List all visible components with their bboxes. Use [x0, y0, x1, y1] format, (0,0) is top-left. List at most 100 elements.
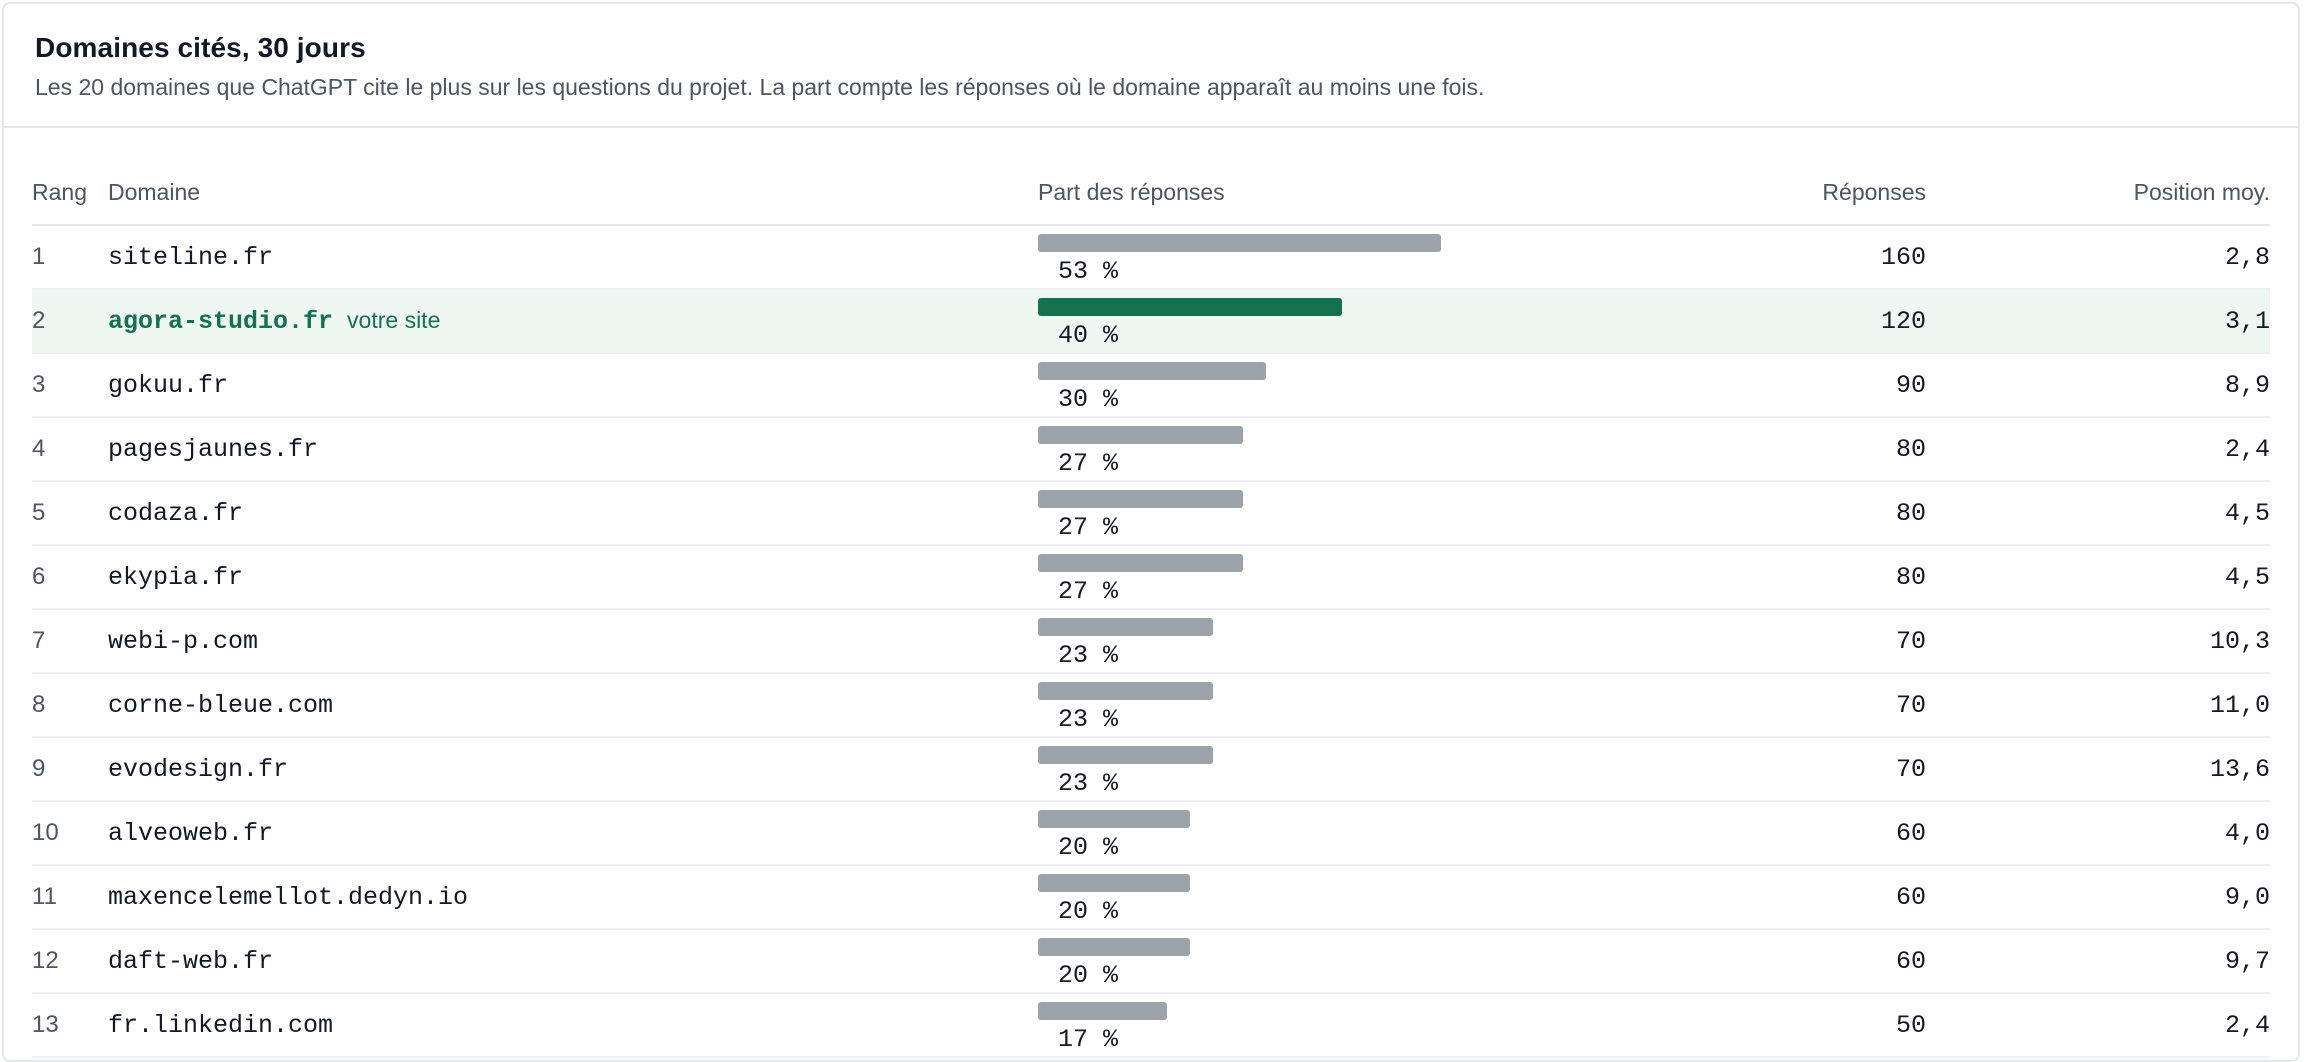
share-percent: 20 % [1058, 961, 1119, 991]
share-bar-track [1038, 425, 1478, 444]
position-cell: 2,4 [1926, 417, 2270, 482]
share-bar-track [1038, 553, 1478, 572]
share-cell: 40 % [1038, 289, 1558, 354]
share-percent: 27 % [1058, 449, 1119, 479]
domain-name[interactable]: pagesjaunes.fr [108, 434, 319, 464]
table-row[interactable]: 12 daft-web.fr 20 % 60 9,7 [32, 929, 2270, 994]
rank-cell: 4 [32, 417, 108, 482]
position-cell: 4,0 [1926, 801, 2270, 866]
domains-table-wrap: Rang Domaine Part des réponses Réponses … [32, 160, 2270, 1058]
share-percent: 20 % [1058, 833, 1119, 863]
rank-cell: 8 [32, 673, 108, 738]
table-row[interactable]: 3 gokuu.fr 30 % 90 8,9 [32, 353, 2270, 418]
column-header-share[interactable]: Part des réponses [1038, 160, 1558, 226]
share-bar [1038, 233, 1441, 252]
rank-cell: 9 [32, 737, 108, 802]
rank-cell: 13 [32, 993, 108, 1058]
share-bar [1038, 745, 1213, 764]
responses-cell: 160 [1558, 225, 1926, 290]
share-percent: 40 % [1058, 321, 1119, 351]
responses-cell: 70 [1558, 673, 1926, 738]
position-cell: 13,6 [1926, 737, 2270, 802]
share-percent: 30 % [1058, 385, 1119, 415]
share-percent: 27 % [1058, 577, 1119, 607]
responses-cell: 90 [1558, 353, 1926, 418]
share-bar [1038, 553, 1243, 572]
position-cell: 3,1 [1926, 289, 2270, 354]
share-bar [1038, 681, 1213, 700]
domain-cell: pagesjaunes.fr [108, 417, 1038, 482]
share-bar-track [1038, 809, 1478, 828]
share-bar-track [1038, 873, 1478, 892]
table-row[interactable]: 1 siteline.fr 53 % 160 2,8 [32, 225, 2270, 290]
table-row[interactable]: 11 maxencelemellot.dedyn.io 20 % 60 9,0 [32, 865, 2270, 930]
domain-cell: webi-p.com [108, 609, 1038, 674]
share-bar-track [1038, 617, 1478, 636]
position-cell: 10,3 [1926, 609, 2270, 674]
responses-cell: 60 [1558, 929, 1926, 994]
rank-cell: 12 [32, 929, 108, 994]
domain-name[interactable]: alveoweb.fr [108, 818, 274, 848]
share-bar [1038, 1001, 1167, 1020]
table-row[interactable]: 10 alveoweb.fr 20 % 60 4,0 [32, 801, 2270, 866]
domain-name[interactable]: fr.linkedin.com [108, 1010, 334, 1040]
card-title: Domaines cités, 30 jours [35, 32, 366, 63]
column-header-domain[interactable]: Domaine [108, 160, 1038, 226]
domain-name[interactable]: siteline.fr [108, 242, 274, 272]
table-row[interactable]: 5 codaza.fr 27 % 80 4,5 [32, 481, 2270, 546]
share-bar [1038, 937, 1190, 956]
rank-cell: 7 [32, 609, 108, 674]
responses-cell: 80 [1558, 481, 1926, 546]
table-body: 1 siteline.fr 53 % 160 2,8 2 agora-studio.fr vo… [32, 225, 2270, 1058]
rank-cell: 2 [32, 289, 108, 354]
table-row[interactable]: 7 webi-p.com 23 % 70 10,3 [32, 609, 2270, 674]
domain-name[interactable]: ekypia.fr [108, 562, 244, 592]
position-cell: 11,0 [1926, 673, 2270, 738]
domain-name[interactable]: maxencelemellot.dedyn.io [108, 882, 469, 912]
rank-cell: 3 [32, 353, 108, 418]
domain-cell: daft-web.fr [108, 929, 1038, 994]
share-cell: 17 % [1038, 993, 1558, 1058]
column-header-position[interactable]: Position moy. [1926, 160, 2270, 226]
domain-name[interactable]: webi-p.com [108, 626, 259, 656]
table-row[interactable]: 8 corne-bleue.com 23 % 70 11,0 [32, 673, 2270, 738]
table-row[interactable]: 4 pagesjaunes.fr 27 % 80 2,4 [32, 417, 2270, 482]
responses-cell: 120 [1558, 289, 1926, 354]
share-bar [1038, 425, 1243, 444]
table-row[interactable]: 6 ekypia.fr 27 % 80 4,5 [32, 545, 2270, 610]
domain-name[interactable]: gokuu.fr [108, 370, 229, 400]
share-cell: 27 % [1038, 417, 1558, 482]
share-cell: 20 % [1038, 801, 1558, 866]
share-percent: 23 % [1058, 705, 1119, 735]
share-bar-track [1038, 745, 1478, 764]
share-cell: 23 % [1038, 609, 1558, 674]
domain-name[interactable]: agora-studio.fr [108, 306, 334, 336]
table-row[interactable]: 13 fr.linkedin.com 17 % 50 2,4 [32, 993, 2270, 1058]
domain-name[interactable]: evodesign.fr [108, 754, 289, 784]
share-bar-track [1038, 937, 1478, 956]
responses-cell: 60 [1558, 865, 1926, 930]
column-header-rank[interactable]: Rang [32, 160, 108, 226]
rank-cell: 5 [32, 481, 108, 546]
responses-cell: 60 [1558, 801, 1926, 866]
domain-cell: alveoweb.fr [108, 801, 1038, 866]
share-bar-track [1038, 233, 1478, 252]
table-header-row: Rang Domaine Part des réponses Réponses … [32, 160, 2270, 226]
rank-cell: 11 [32, 865, 108, 930]
position-cell: 9,7 [1926, 929, 2270, 994]
domain-cell: siteline.fr [108, 225, 1038, 290]
domain-name[interactable]: codaza.fr [108, 498, 244, 528]
share-percent: 20 % [1058, 897, 1119, 927]
domain-name[interactable]: daft-web.fr [108, 946, 274, 976]
domain-name[interactable]: corne-bleue.com [108, 690, 334, 720]
share-bar [1038, 489, 1243, 508]
position-cell: 2,4 [1926, 993, 2270, 1058]
table-row[interactable]: 9 evodesign.fr 23 % 70 13,6 [32, 737, 2270, 802]
share-bar-track [1038, 489, 1478, 508]
domain-cell: maxencelemellot.dedyn.io [108, 865, 1038, 930]
position-cell: 2,8 [1926, 225, 2270, 290]
share-percent: 23 % [1058, 641, 1119, 671]
rank-cell: 1 [32, 225, 108, 290]
table-row[interactable]: 2 agora-studio.fr votre site 40 % 120 3,1 [32, 289, 2270, 354]
column-header-responses[interactable]: Réponses [1558, 160, 1926, 226]
